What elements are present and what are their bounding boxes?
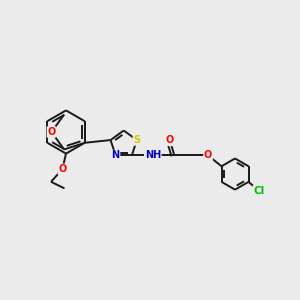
Text: O: O — [204, 151, 212, 160]
Text: N: N — [112, 151, 120, 160]
Text: NH: NH — [145, 151, 161, 160]
Text: Cl: Cl — [254, 186, 265, 196]
Text: O: O — [58, 164, 67, 174]
Text: O: O — [166, 136, 174, 146]
Text: S: S — [133, 135, 140, 145]
Text: O: O — [47, 127, 56, 137]
